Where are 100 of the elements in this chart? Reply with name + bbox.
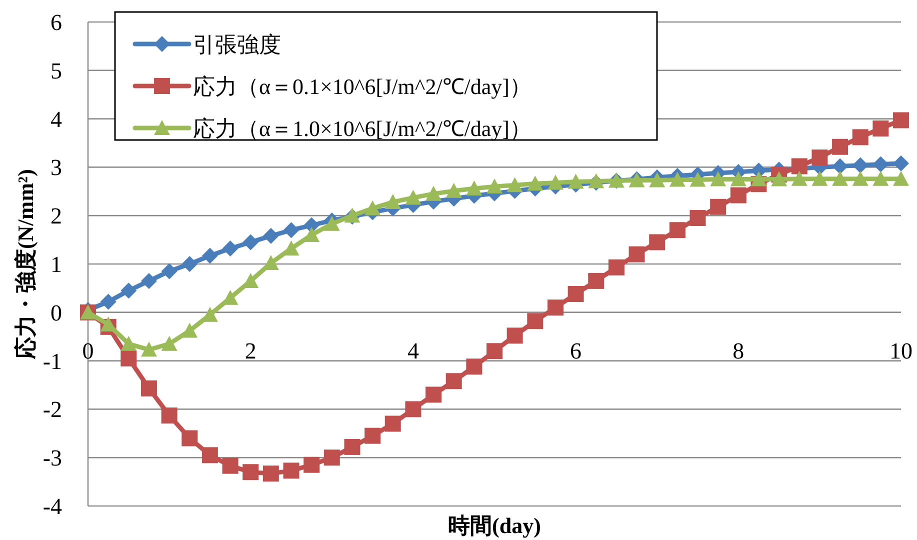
point: [161, 263, 178, 280]
x-tick-label: 4: [407, 338, 420, 364]
point: [832, 170, 848, 186]
point: [426, 186, 442, 201]
y-tick-label: 4: [50, 106, 62, 132]
y-tick-label: 1: [50, 252, 62, 277]
point: [506, 328, 523, 344]
x-tick-label: 8: [732, 338, 744, 364]
point: [669, 222, 686, 238]
point: [120, 336, 137, 351]
point: [669, 172, 686, 187]
y-tick-label: -4: [42, 494, 62, 519]
point: [202, 447, 218, 464]
point: [140, 272, 157, 289]
point: [872, 120, 889, 136]
y-tick-label: 2: [50, 204, 62, 229]
point: [547, 174, 564, 190]
point: [812, 150, 828, 166]
point: [852, 157, 868, 174]
point: [283, 222, 300, 238]
point: [161, 407, 178, 424]
point: [750, 171, 767, 186]
point: [710, 198, 726, 215]
point: [262, 466, 279, 482]
point: [832, 138, 848, 155]
y-tick-label: -2: [42, 397, 62, 422]
y-tick-label: 5: [50, 58, 62, 84]
point: [872, 170, 889, 186]
point: [466, 358, 482, 375]
point: [628, 246, 645, 262]
point: [690, 210, 706, 226]
y-tick-label: 3: [50, 155, 62, 180]
point: [446, 182, 462, 198]
point: [506, 177, 523, 192]
point: [893, 112, 909, 128]
point: [182, 256, 198, 272]
point: [649, 234, 666, 250]
point: [140, 380, 157, 396]
point: [364, 200, 381, 216]
point: [852, 129, 868, 146]
point: [405, 401, 422, 418]
point: [202, 248, 218, 264]
point: [547, 300, 564, 316]
x-tick-label: 10: [890, 338, 912, 364]
legend-label: 応力（α＝1.0×10^6[J/m^2/℃/day]）: [193, 116, 532, 141]
point: [384, 416, 401, 432]
point: [364, 428, 381, 444]
point: [384, 194, 401, 210]
y-tick-label: -3: [42, 446, 62, 471]
point: [222, 240, 238, 257]
point: [426, 386, 442, 403]
point: [405, 190, 422, 205]
point: [120, 350, 137, 366]
point: [446, 373, 462, 390]
point: [588, 173, 604, 188]
point: [832, 158, 848, 174]
point: [161, 336, 178, 351]
point: [730, 187, 746, 204]
point: [872, 156, 889, 172]
point: [242, 234, 259, 250]
point: [486, 343, 502, 360]
point: [140, 342, 157, 357]
point: [710, 171, 726, 186]
legend-label: 応力（α＝0.1×10^6[J/m^2/℃/day]）: [193, 74, 532, 99]
point: [304, 456, 320, 473]
point: [852, 170, 868, 186]
y-tick-label: 0: [50, 300, 62, 326]
point: [812, 170, 828, 186]
point: [304, 226, 320, 242]
point: [791, 158, 808, 174]
x-tick-label: 6: [570, 338, 582, 364]
y-axis-title: 応力・強度(N/mm²): [13, 169, 38, 360]
point: [486, 178, 502, 194]
point: [324, 216, 340, 231]
point: [588, 272, 604, 289]
point: [893, 155, 909, 172]
legend-label: 引張強度: [193, 32, 281, 57]
point: [690, 172, 706, 187]
point: [262, 228, 279, 244]
point: [527, 313, 544, 330]
point: [568, 286, 584, 302]
point: [344, 438, 360, 455]
y-tick-label: -1: [42, 348, 62, 374]
x-axis-title: 時間(day): [448, 513, 541, 538]
point: [100, 294, 116, 310]
point: [568, 174, 584, 189]
point: [649, 172, 666, 188]
point: [242, 464, 259, 480]
point: [120, 282, 137, 299]
y-tick-label: 6: [50, 10, 62, 35]
point: [324, 450, 340, 466]
point: [730, 171, 746, 186]
point: [791, 170, 808, 186]
x-tick-label: 2: [244, 338, 256, 364]
point: [893, 170, 909, 186]
point: [283, 462, 300, 479]
point: [608, 259, 624, 276]
point: [466, 180, 482, 196]
point: [527, 176, 544, 191]
x-tick-label: 0: [82, 338, 94, 364]
